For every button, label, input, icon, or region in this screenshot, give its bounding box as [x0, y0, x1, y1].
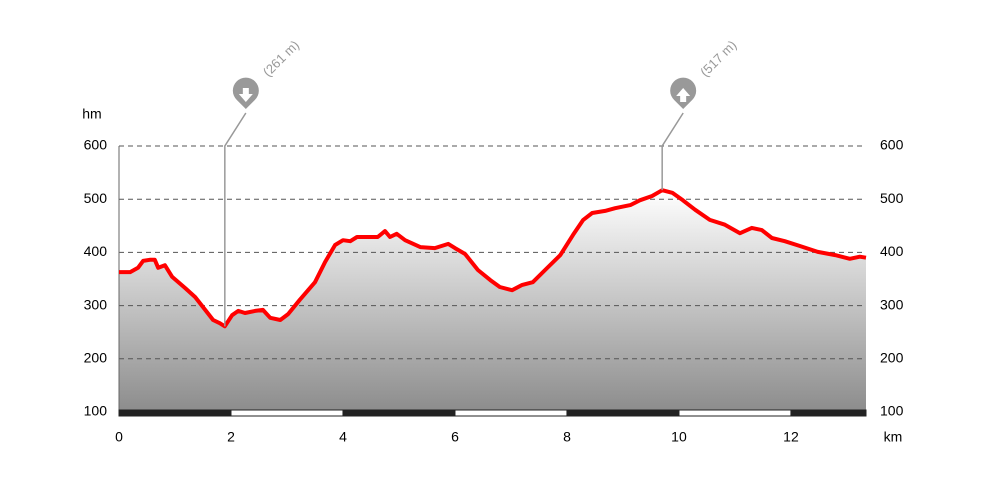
- x-tick-label: 2: [227, 429, 235, 445]
- y2-tick-label: 200: [880, 350, 904, 366]
- annotation-leader: [661, 112, 684, 191]
- y2-tick-label: 500: [880, 190, 904, 206]
- y-tick-label: 300: [84, 296, 108, 312]
- x-tick-label: 12: [783, 429, 799, 445]
- x-scale-segment: [118, 409, 232, 417]
- y2-tick-label: 400: [880, 243, 904, 259]
- x-scale-segment: [678, 409, 792, 417]
- y-tick-label: 200: [84, 350, 108, 366]
- y2-tick-label: 300: [880, 296, 904, 312]
- x-tick-label: 4: [339, 429, 347, 445]
- x-axis-label: km: [884, 429, 903, 445]
- elevation-area: [119, 190, 866, 412]
- x-scale-segment: [566, 409, 680, 417]
- y-tick-label: 400: [84, 243, 108, 259]
- annotation-arrow: [238, 88, 253, 102]
- y-tick-label: 600: [84, 137, 108, 153]
- annotation-arrow: [676, 88, 691, 102]
- y2-tick-label: 100: [880, 403, 904, 419]
- x-tick-label: 8: [563, 429, 571, 445]
- x-scale-segment: [342, 409, 456, 417]
- elevation-line: [119, 188, 867, 329]
- x-scale-segment: [230, 409, 344, 417]
- annotation-leader: [224, 112, 247, 327]
- x-tick-label: 6: [451, 429, 459, 445]
- y2-tick-label: 600: [880, 137, 904, 153]
- x-scale-segment: [454, 409, 568, 417]
- x-tick-label: 0: [115, 429, 123, 445]
- x-tick-label: 10: [671, 429, 687, 445]
- annotation-label: (517 m): [697, 37, 739, 79]
- x-scale-segment: [790, 409, 867, 417]
- y-axis-label: hm: [82, 106, 101, 122]
- y-tick-label: 500: [84, 190, 108, 206]
- annotation-label: (261 m): [260, 37, 302, 79]
- y-tick-label: 100: [84, 403, 108, 419]
